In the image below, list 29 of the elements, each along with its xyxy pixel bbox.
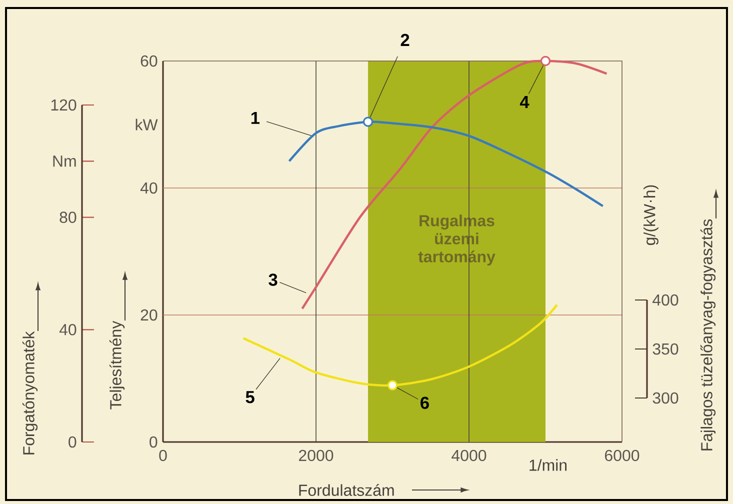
y3-tick-label: 350 (652, 343, 678, 355)
y2-tick-label: 0 (68, 436, 76, 448)
annotation: 3 (268, 274, 278, 286)
annotation: 6 (420, 396, 429, 409)
annotation: 1 (251, 112, 260, 124)
annotation: 4 (520, 96, 530, 108)
annotation: 5 (246, 391, 254, 404)
y-tick-label: 60 (140, 55, 158, 67)
y-axis-title: Teljesítmény (109, 320, 125, 410)
x-tick-label: 4000 (452, 450, 486, 462)
annotation: 2 (400, 34, 410, 46)
x-tick-label: 6000 (605, 450, 640, 462)
y3-tick-label: 300 (652, 392, 678, 404)
y2-axis-title: Forgatónyomaték (22, 331, 38, 454)
y2-tick-label: 40 (59, 324, 76, 336)
y-tick-label: 20 (140, 309, 158, 321)
x-tick-label: 2000 (299, 450, 334, 462)
y3-axis-title: Fajlagos tüzelőanyag-fogyasztás (700, 219, 716, 450)
x-axis-title: Fordulatszám (299, 484, 394, 496)
y2-tick-label: 80 (60, 212, 76, 223)
y-tick-label: 40 (140, 182, 158, 194)
y2-tick-label: 120 (51, 99, 76, 111)
text: 1/min (530, 459, 567, 471)
y3-tick-label: 400 (652, 294, 678, 306)
y2-tick-label: Nm (53, 156, 76, 167)
text: g/(kW·h) (644, 185, 658, 245)
y-tick-label: kW (136, 118, 158, 130)
x-tick-label: 0 (159, 450, 167, 462)
y-tick-label: 0 (150, 436, 158, 448)
